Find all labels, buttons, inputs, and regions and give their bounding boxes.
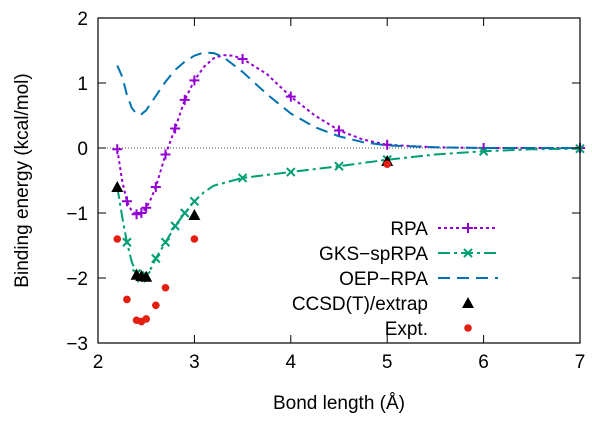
- data-point: [131, 209, 142, 220]
- y-axis-title: Binding energy (kcal/mol): [12, 73, 33, 287]
- x-tick-label: 3: [189, 352, 200, 373]
- y-tick-label: −2: [66, 269, 88, 290]
- x-axis-title: Bond length (Å): [273, 393, 405, 414]
- series-4: [113, 160, 392, 326]
- data-point: [151, 253, 161, 264]
- data-point: [123, 295, 131, 304]
- data-point: [141, 202, 152, 213]
- data-point: [136, 208, 147, 218]
- x-tick-label: 2: [93, 352, 104, 373]
- data-point: [111, 181, 124, 192]
- series-line: [116, 51, 580, 149]
- data-point: [161, 283, 170, 292]
- x-tick-label: 4: [286, 352, 297, 373]
- data-point: [189, 75, 200, 86]
- legend-label: GKS−spRPA: [319, 244, 428, 265]
- data-point: [179, 94, 190, 105]
- data-point: [140, 270, 153, 282]
- data-point: [237, 173, 248, 183]
- data-point: [160, 149, 171, 160]
- legend-marker: [464, 324, 472, 332]
- data-point: [188, 208, 201, 220]
- x-tick-label: 7: [575, 352, 586, 373]
- series-layer: [111, 51, 585, 326]
- x-tick-label: 5: [382, 352, 393, 373]
- data-point: [334, 125, 344, 136]
- data-point: [113, 235, 122, 243]
- y-tick-label: 1: [77, 74, 88, 95]
- data-point: [160, 237, 171, 247]
- data-point: [170, 123, 181, 134]
- legend: RPA GKS−spRPA OEP−RPA CCSD(T)/extrap Expt.: [292, 219, 498, 340]
- legend-marker: [462, 297, 474, 308]
- data-point: [190, 235, 199, 243]
- data-point: [150, 182, 161, 192]
- data-point: [170, 221, 180, 231]
- data-point: [285, 91, 296, 102]
- series-0: [112, 53, 585, 220]
- legend-label: OEP−RPA: [339, 269, 428, 290]
- legend-label: CCSD(T)/extrap: [292, 294, 428, 315]
- data-point: [189, 196, 200, 207]
- data-point: [142, 315, 150, 323]
- data-point: [286, 167, 296, 177]
- data-point: [121, 196, 132, 207]
- legend-label: RPA: [390, 219, 428, 240]
- data-point: [237, 53, 248, 64]
- data-point: [334, 161, 344, 171]
- series-2: [116, 51, 580, 149]
- y-tick-label: −3: [66, 334, 88, 355]
- y-tick-label: 0: [77, 139, 88, 160]
- data-point: [383, 160, 392, 169]
- y-tick-label: 2: [77, 9, 88, 30]
- data-point: [152, 301, 160, 310]
- data-point: [180, 208, 190, 218]
- series-line: [116, 54, 580, 216]
- x-tick-label: 6: [478, 352, 489, 373]
- legend-marker: [463, 248, 473, 258]
- data-point: [122, 237, 132, 247]
- legend-marker: [463, 223, 473, 233]
- legend-label: Expt.: [385, 319, 428, 340]
- tick-layer: 2 3 4 5 6 7 −3 −2 −1 0 1 2: [66, 9, 585, 373]
- plot-frame: [97, 17, 581, 344]
- data-point: [112, 144, 123, 155]
- y-tick-label: −1: [66, 204, 88, 225]
